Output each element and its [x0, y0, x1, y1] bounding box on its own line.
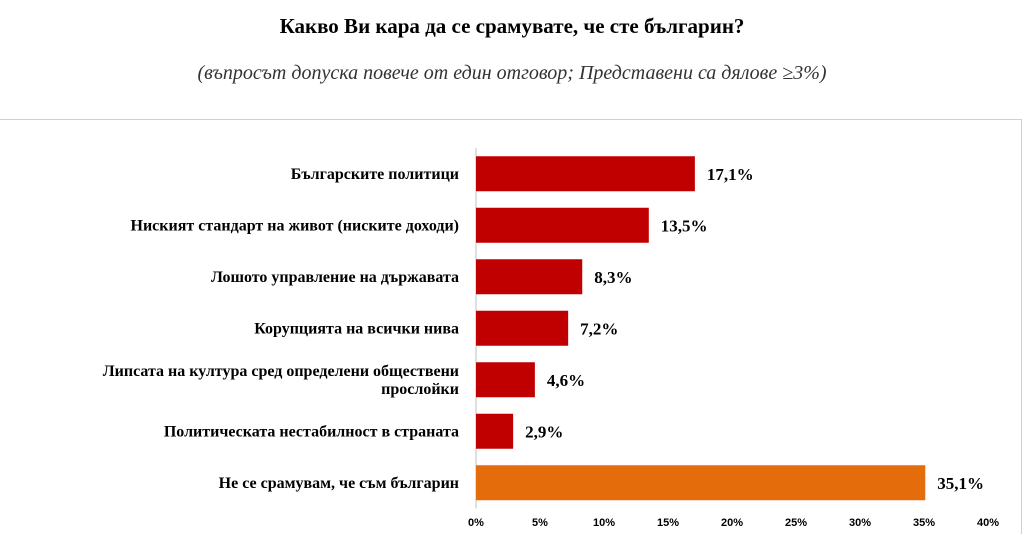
x-tick-label: 15% — [657, 517, 679, 529]
x-tick-label: 30% — [849, 517, 871, 529]
category-label: Корупцията на всички нива — [254, 320, 459, 337]
data-label: 2,9% — [525, 422, 563, 441]
category-label: прослойки — [381, 381, 459, 398]
bar — [476, 413, 514, 449]
x-tick-label: 5% — [532, 517, 548, 529]
bar — [476, 362, 535, 398]
data-label: 4,6% — [547, 371, 585, 390]
bar — [476, 156, 695, 192]
category-label: Лошото управление на държавата — [211, 269, 459, 286]
data-label: 17,1% — [707, 165, 754, 184]
category-label: Липсата на култура сред определени общес… — [103, 363, 459, 380]
x-tick-label: 35% — [913, 517, 935, 529]
bar — [476, 259, 583, 295]
chart-subtitle: (въпросът допуска повече от един отговор… — [197, 62, 827, 84]
bar — [476, 310, 569, 346]
x-tick-label: 10% — [593, 517, 615, 529]
x-tick-label: 40% — [977, 517, 999, 529]
data-label: 35,1% — [937, 474, 984, 493]
data-label: 13,5% — [661, 216, 708, 235]
chart-frame — [0, 119, 1022, 534]
chart-title: Какво Ви кара да се срамувате, че сте бъ… — [279, 14, 745, 38]
x-tick-label: 0% — [468, 517, 484, 529]
data-label: 8,3% — [594, 268, 632, 287]
x-tick-label: 25% — [785, 517, 807, 529]
x-tick-label: 20% — [721, 517, 743, 529]
category-label: Ниският стандарт на живот (ниските доход… — [131, 217, 459, 234]
category-label: Политическата нестабилност в страната — [164, 423, 459, 440]
bar — [476, 465, 926, 501]
bar — [476, 207, 649, 243]
category-label: Не се срамувам, че съм българин — [219, 475, 459, 492]
data-label: 7,2% — [580, 319, 618, 338]
category-label: Българските политици — [291, 166, 459, 183]
